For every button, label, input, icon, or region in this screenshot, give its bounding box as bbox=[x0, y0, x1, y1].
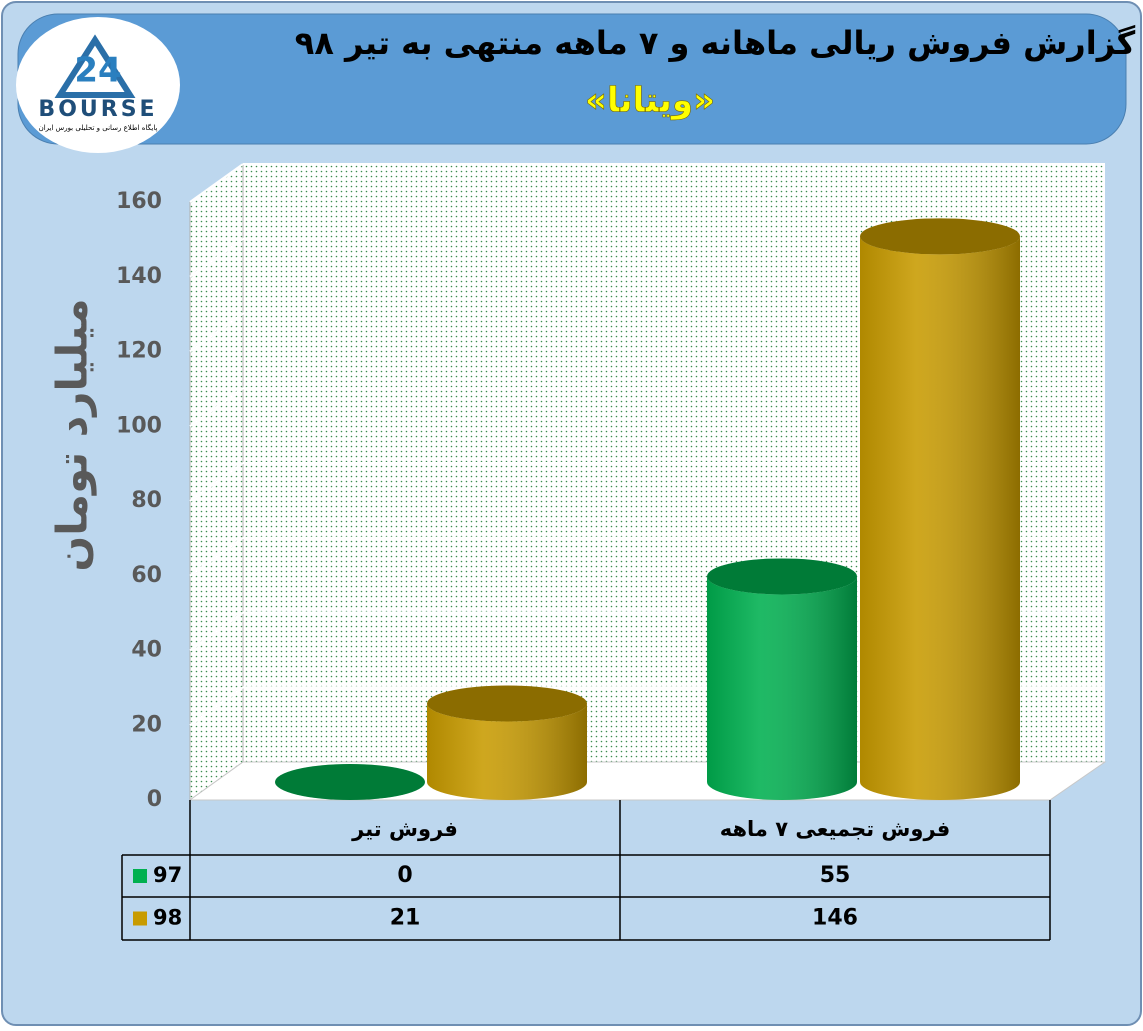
bar-top-shade bbox=[275, 764, 425, 800]
legend-label: 98 bbox=[153, 906, 182, 930]
table-value: 21 bbox=[390, 906, 421, 931]
bar-shade bbox=[427, 703, 587, 800]
grid-line bbox=[189, 237, 244, 278]
grid-line bbox=[189, 312, 244, 353]
grid-line bbox=[189, 536, 244, 577]
x-tick-label: فروش تجمیعی ۷ ماهه bbox=[720, 817, 951, 841]
bar-top-shade bbox=[707, 558, 857, 595]
bar-top bbox=[707, 558, 857, 595]
logo-tagline: پایگاه اطلاع رسانی و تحلیلی بورس ایران bbox=[39, 123, 158, 132]
y-tick-label: 0 bbox=[147, 787, 162, 812]
bar-shade bbox=[860, 236, 1020, 800]
grid-line bbox=[189, 462, 244, 502]
bar-top-shade bbox=[427, 685, 587, 722]
table-value: 55 bbox=[820, 863, 851, 888]
chart-subtitle: «ویتانا» bbox=[585, 81, 715, 121]
table-value: 0 bbox=[397, 863, 412, 888]
bar-top bbox=[427, 685, 587, 722]
bar-top-shade bbox=[860, 218, 1020, 255]
grid-line bbox=[189, 686, 244, 727]
logo-icon bbox=[54, 34, 136, 98]
logo-mark: 24 bbox=[74, 51, 121, 91]
logo-badge bbox=[16, 17, 180, 153]
table-value: 146 bbox=[812, 906, 858, 931]
bar-top bbox=[275, 764, 425, 800]
grid-line bbox=[189, 387, 244, 428]
chart-title: گزارش فروش ریالی ماهانه و ۷ ماهه منتهی ب… bbox=[295, 24, 1136, 62]
y-tick-label: 60 bbox=[131, 563, 162, 588]
legend-label: 97 bbox=[153, 863, 182, 887]
logo-name: BOURSE bbox=[38, 97, 157, 122]
legend-swatch bbox=[133, 911, 147, 926]
y-axis-label: میلیارد تومان bbox=[48, 298, 98, 571]
grid-line bbox=[189, 611, 244, 652]
bar-top bbox=[860, 218, 1020, 255]
y-tick-label: 120 bbox=[116, 339, 162, 364]
x-tick-label: فروش تیر bbox=[351, 817, 458, 841]
grid-line bbox=[189, 163, 244, 203]
bar-shade bbox=[707, 576, 857, 800]
y-tick-label: 40 bbox=[131, 638, 162, 663]
y-tick-label: 140 bbox=[116, 264, 162, 289]
y-tick-label: 20 bbox=[131, 712, 162, 737]
y-tick-label: 100 bbox=[116, 413, 162, 438]
y-tick-label: 80 bbox=[131, 488, 162, 513]
y-tick-label: 160 bbox=[116, 189, 162, 214]
legend-swatch bbox=[133, 869, 147, 883]
